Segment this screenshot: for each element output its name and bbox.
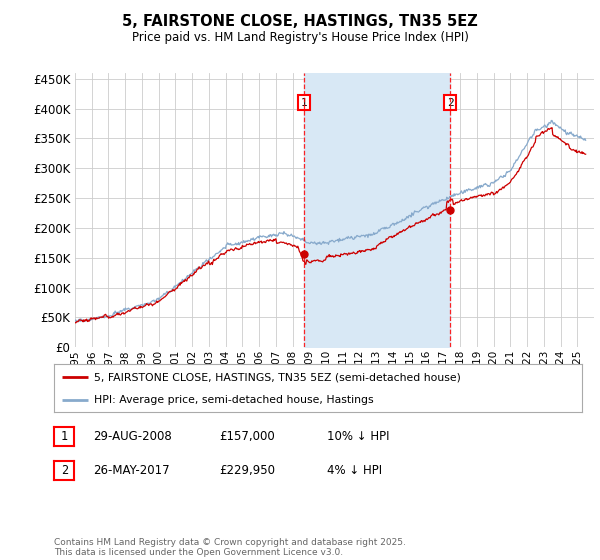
Text: 29-AUG-2008: 29-AUG-2008 <box>93 430 172 444</box>
Text: Price paid vs. HM Land Registry's House Price Index (HPI): Price paid vs. HM Land Registry's House … <box>131 31 469 44</box>
Text: £229,950: £229,950 <box>219 464 275 477</box>
Text: 10% ↓ HPI: 10% ↓ HPI <box>327 430 389 444</box>
Text: 2: 2 <box>446 97 454 108</box>
Text: 2: 2 <box>61 464 68 477</box>
Text: £157,000: £157,000 <box>219 430 275 444</box>
Text: 5, FAIRSTONE CLOSE, HASTINGS, TN35 5EZ: 5, FAIRSTONE CLOSE, HASTINGS, TN35 5EZ <box>122 14 478 29</box>
Text: 1: 1 <box>301 97 307 108</box>
Text: 4% ↓ HPI: 4% ↓ HPI <box>327 464 382 477</box>
Text: 1: 1 <box>61 430 68 444</box>
Text: 26-MAY-2017: 26-MAY-2017 <box>93 464 170 477</box>
Text: HPI: Average price, semi-detached house, Hastings: HPI: Average price, semi-detached house,… <box>94 395 373 405</box>
Text: 5, FAIRSTONE CLOSE, HASTINGS, TN35 5EZ (semi-detached house): 5, FAIRSTONE CLOSE, HASTINGS, TN35 5EZ (… <box>94 372 460 382</box>
Text: Contains HM Land Registry data © Crown copyright and database right 2025.
This d: Contains HM Land Registry data © Crown c… <box>54 538 406 557</box>
